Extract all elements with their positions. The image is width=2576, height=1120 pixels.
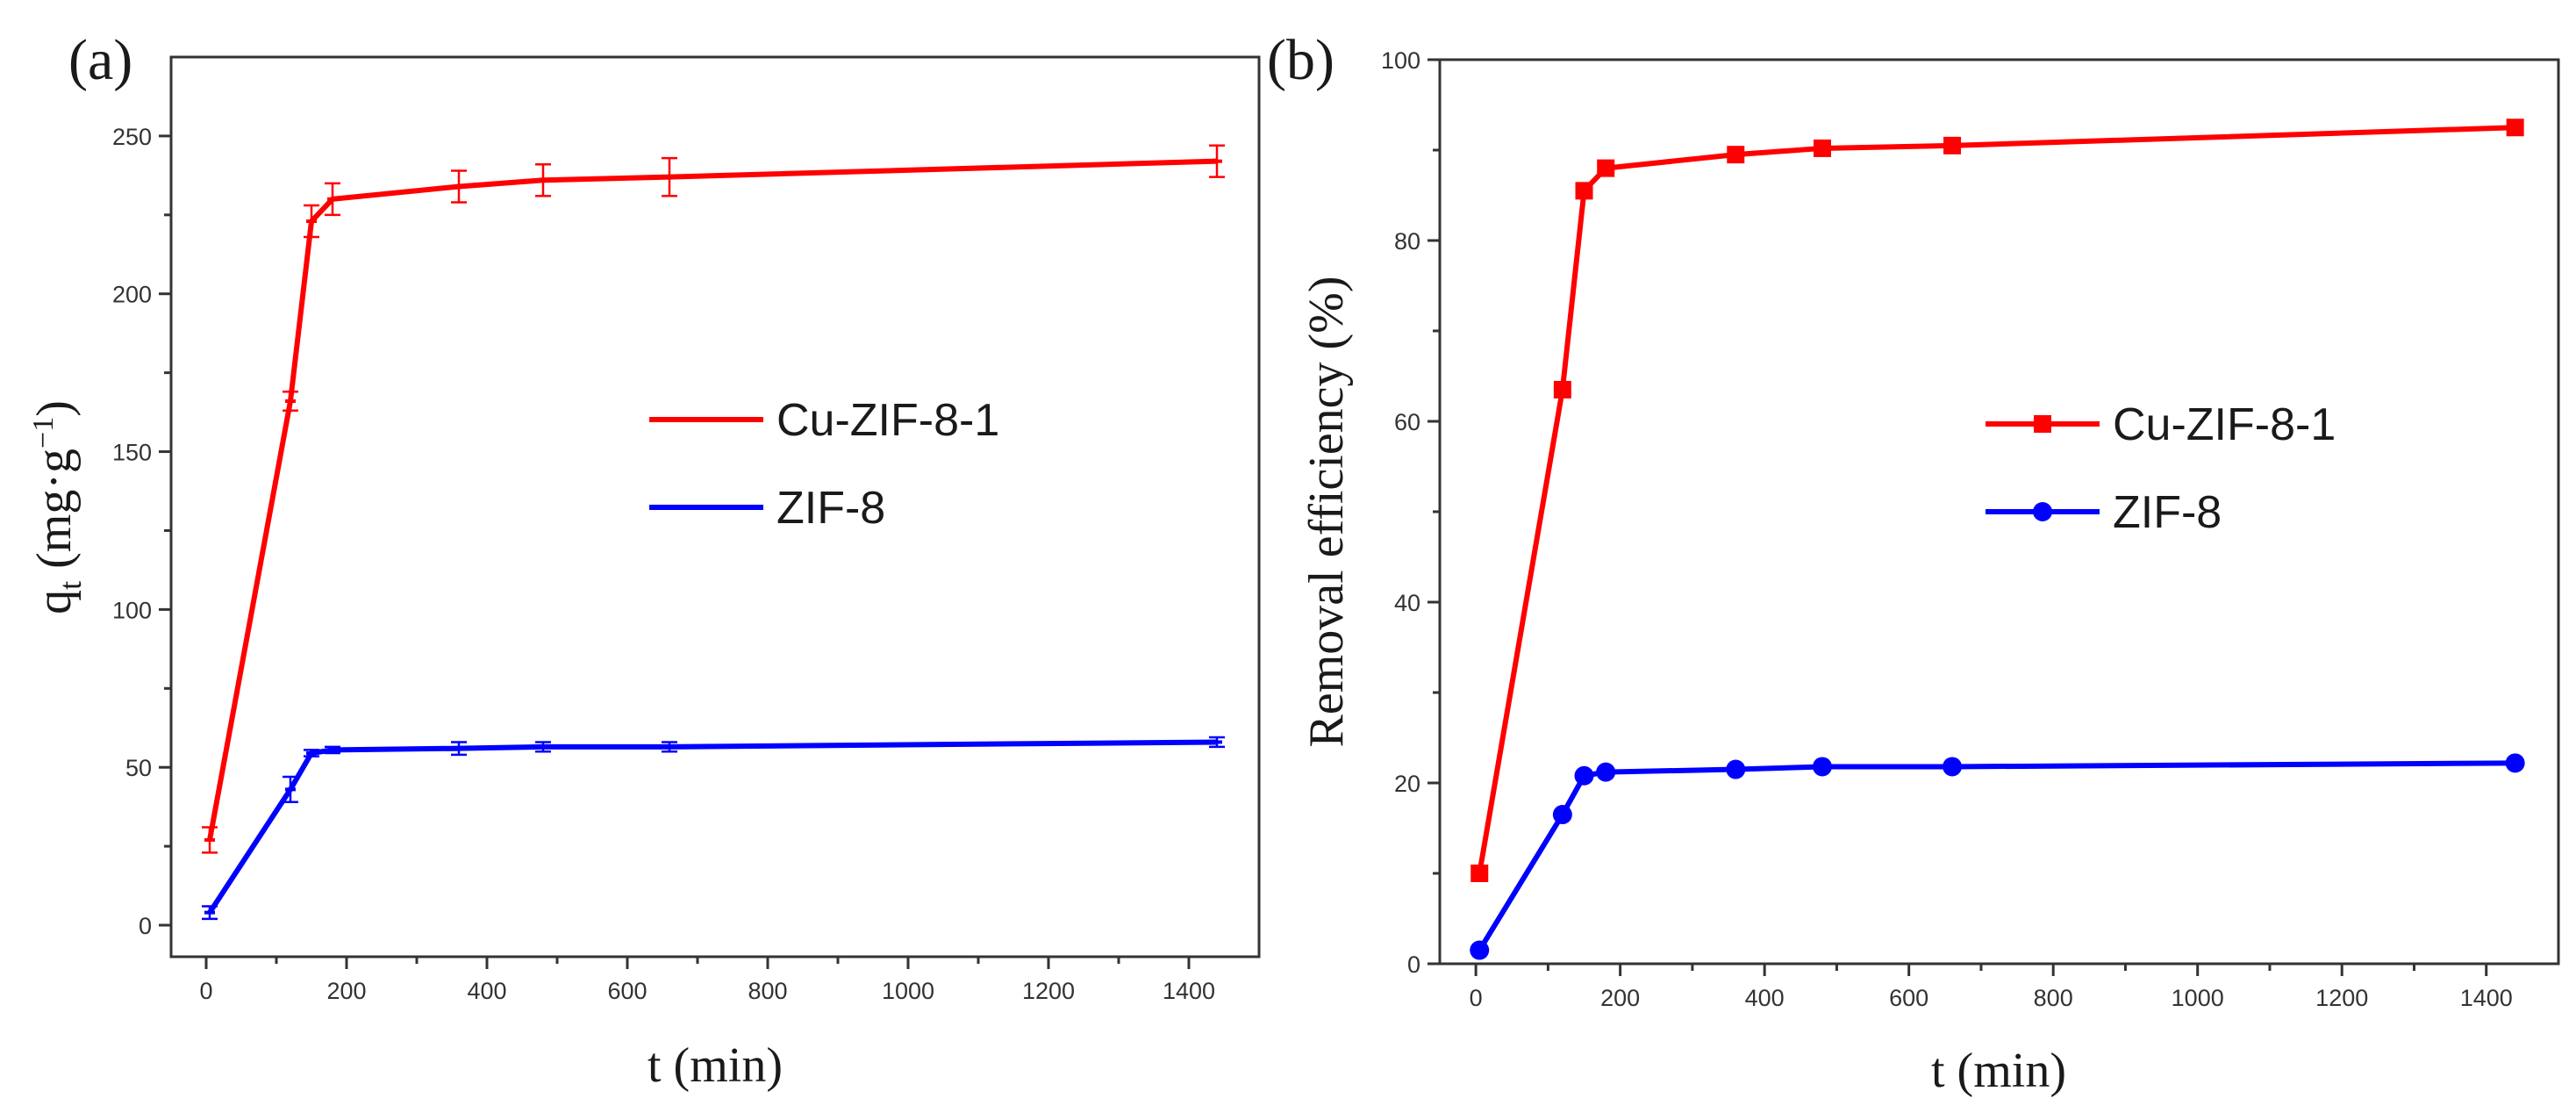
y-tick-label: 150	[112, 440, 152, 466]
y-tick-label: 200	[112, 282, 152, 308]
x-tick-label: 1200	[1022, 978, 1075, 1004]
panel-a-plot-frame	[169, 55, 1261, 958]
y-tick-label: 100	[112, 597, 152, 623]
panel-a-series	[202, 144, 1225, 921]
legend-label: ZIF-8	[776, 483, 885, 534]
panel-a-chart: (a) 0 200 400 600 800 1000 1200 1400 0 50 100 150 20…	[27, 28, 1261, 1093]
y-tick-label: 80	[1394, 228, 1420, 255]
x-tick-label: 600	[1889, 985, 1928, 1011]
x-tick-label: 0	[1470, 985, 1483, 1011]
y-tick-label: 40	[1394, 590, 1420, 616]
legend-label: Cu-ZIF-8-1	[776, 395, 999, 446]
x-tick-label: 800	[748, 978, 787, 1004]
y-tick-label: 100	[1381, 47, 1420, 74]
y-tick-label: 50	[125, 755, 152, 781]
x-tick-label: 400	[1745, 985, 1785, 1011]
x-tick-label: 800	[2034, 985, 2073, 1011]
data-point	[1596, 762, 1616, 782]
data-point	[1812, 757, 1832, 777]
panel-a-y-axis-title: qt (mg·g−1)	[27, 400, 88, 614]
y-tick-label: 60	[1394, 409, 1420, 435]
x-tick-label: 400	[467, 978, 506, 1004]
legend-label: ZIF-8	[2113, 487, 2222, 538]
x-tick-label: 200	[326, 978, 366, 1004]
x-tick-label: 1200	[2315, 985, 2368, 1011]
y-tick-label: 250	[112, 124, 152, 150]
x-tick-label: 600	[607, 978, 647, 1004]
x-tick-label: 1400	[2460, 985, 2513, 1011]
series-line-Cu-ZIF-8-1	[207, 158, 1218, 841]
x-tick-label: 1000	[2172, 985, 2224, 1011]
series-line-ZIF-8	[207, 739, 1218, 915]
panel-b-x-axis-title: t (min)	[1931, 1044, 2066, 1098]
data-point	[1727, 146, 1745, 164]
data-point	[1552, 805, 1572, 825]
panel-b-y-axis-title: Removal efficiency (%)	[1299, 276, 1354, 748]
series-line-Cu-ZIF-8-1	[1477, 125, 2515, 874]
panel-b-chart: (b) 0 200 400 600 800 1000 1200 1400 0 20 40 60 80 10…	[1267, 28, 2560, 1098]
panel-a-x-axis-title: t (min)	[648, 1038, 783, 1093]
panel-b-label: (b)	[1267, 28, 1335, 92]
data-point	[1575, 182, 1593, 200]
panel-a-label: (a)	[68, 28, 132, 92]
data-point	[1553, 380, 1571, 398]
panel-a-y-axis-unit-close: )	[27, 400, 82, 417]
panel-a-y-axis-subscript: t	[53, 581, 88, 590]
data-point	[1813, 139, 1831, 157]
panel-a-y-axis-superscript: −1	[27, 417, 60, 449]
data-point	[1943, 136, 1962, 154]
y-tick-label: 0	[139, 913, 152, 939]
legend-label: Cu-ZIF-8-1	[2113, 399, 2336, 450]
y-tick-label: 20	[1394, 771, 1420, 797]
data-point	[1470, 940, 1490, 960]
panel-a-legend: Cu-ZIF-8-1 ZIF-8	[649, 395, 999, 534]
data-point	[2506, 118, 2524, 137]
y-tick-label: 0	[1407, 951, 1420, 978]
data-point	[1943, 757, 1963, 777]
panel-b-series	[1470, 118, 2525, 960]
x-tick-label: 1400	[1163, 978, 1215, 1004]
data-point	[1574, 765, 1594, 786]
panel-a-y-axis-unit: (mg·g	[27, 449, 82, 581]
data-point	[1470, 865, 1489, 882]
series-line-ZIF-8	[1477, 760, 2515, 952]
x-tick-label: 200	[1600, 985, 1640, 1011]
x-tick-label: 0	[199, 978, 212, 1004]
legend-marker	[2034, 415, 2051, 433]
data-point	[1726, 759, 1746, 779]
panel-a-y-axis-symbol: q	[27, 590, 82, 614]
data-point	[1597, 159, 1615, 177]
data-point	[2505, 753, 2525, 773]
panel-b-legend: Cu-ZIF-8-1 ZIF-8	[1986, 399, 2336, 538]
x-tick-label: 1000	[882, 978, 934, 1004]
legend-marker	[2033, 502, 2052, 521]
panel-b-ticks: 0 200 400 600 800 1000 1200 1400 0 20 40 60 80 100	[1381, 47, 2513, 1011]
panel-a-ticks: 0 200 400 600 800 1000 1200 1400 0 50 100 150 200 250	[112, 124, 1215, 1004]
